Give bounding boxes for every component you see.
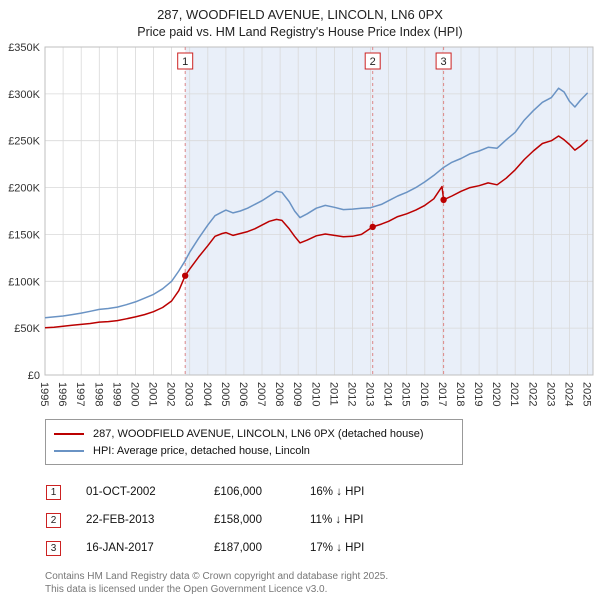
svg-text:2017: 2017 <box>436 382 448 406</box>
transactions-table: 1 01-OCT-2002 £106,000 16% ↓ HPI 2 22-FE… <box>46 478 600 562</box>
svg-text:1997: 1997 <box>74 382 86 406</box>
legend-item-hpi: HPI: Average price, detached house, Linc… <box>54 442 454 459</box>
svg-text:1998: 1998 <box>92 382 104 406</box>
transaction-number-badge: 2 <box>46 512 61 528</box>
svg-text:2010: 2010 <box>309 382 321 406</box>
svg-text:2011: 2011 <box>327 382 339 406</box>
chart-legend: 287, WOODFIELD AVENUE, LINCOLN, LN6 0PX … <box>45 419 463 465</box>
svg-text:2007: 2007 <box>255 382 267 406</box>
svg-text:2003: 2003 <box>183 382 195 406</box>
svg-text:2020: 2020 <box>490 382 502 406</box>
svg-text:1996: 1996 <box>56 382 68 406</box>
transaction-hpi-diff: 16% ↓ HPI <box>310 486 365 498</box>
svg-text:£0: £0 <box>28 370 40 382</box>
transaction-date: 16-JAN-2017 <box>86 542 154 554</box>
svg-text:1999: 1999 <box>110 382 122 406</box>
table-row: 3 16-JAN-2017 £187,000 17% ↓ HPI <box>46 534 600 562</box>
svg-text:£300K: £300K <box>8 89 40 101</box>
svg-text:2005: 2005 <box>219 382 231 406</box>
transaction-number-badge: 1 <box>46 484 61 500</box>
svg-text:2023: 2023 <box>544 382 556 406</box>
svg-text:£350K: £350K <box>8 42 40 54</box>
table-row: 1 01-OCT-2002 £106,000 16% ↓ HPI <box>46 478 600 506</box>
transaction-hpi-diff: 11% ↓ HPI <box>310 514 364 526</box>
svg-text:2000: 2000 <box>128 382 140 406</box>
price-paid-line-swatch <box>54 432 84 435</box>
svg-text:2024: 2024 <box>563 382 575 406</box>
svg-text:£50K: £50K <box>14 323 40 335</box>
svg-text:2009: 2009 <box>291 382 303 406</box>
transaction-price: £106,000 <box>214 486 262 498</box>
transaction-price: £187,000 <box>214 542 262 554</box>
footer-line-1: Contains HM Land Registry data © Crown c… <box>45 571 389 582</box>
transaction-hpi-diff: 17% ↓ HPI <box>310 542 365 554</box>
chart-header: 287, WOODFIELD AVENUE, LINCOLN, LN6 0PX … <box>0 0 600 39</box>
price-history-chart: £0 £50K £100K £150K £200K £250K £300K £350K 1995… <box>8 42 594 406</box>
svg-text:2012: 2012 <box>346 382 358 406</box>
transaction-date: 01-OCT-2002 <box>86 486 156 498</box>
svg-text:2025: 2025 <box>581 382 593 406</box>
svg-text:2013: 2013 <box>364 382 376 406</box>
table-row: 2 22-FEB-2013 £158,000 11% ↓ HPI <box>46 506 600 534</box>
page-subtitle: Price paid vs. HM Land Registry's House … <box>137 25 463 39</box>
hpi-line-swatch <box>54 449 84 452</box>
svg-text:£200K: £200K <box>8 183 40 195</box>
svg-text:2016: 2016 <box>418 382 430 406</box>
svg-text:2006: 2006 <box>237 382 249 406</box>
page-title: 287, WOODFIELD AVENUE, LINCOLN, LN6 0PX <box>157 7 443 22</box>
svg-text:£100K: £100K <box>8 276 40 288</box>
svg-text:2022: 2022 <box>526 382 538 406</box>
svg-text:£150K: £150K <box>8 229 40 241</box>
transaction-price: £158,000 <box>214 514 262 526</box>
legend-label-price-paid: 287, WOODFIELD AVENUE, LINCOLN, LN6 0PX … <box>93 427 424 440</box>
svg-text:2015: 2015 <box>400 382 412 406</box>
svg-text:2: 2 <box>370 56 376 68</box>
svg-text:2008: 2008 <box>273 382 285 406</box>
svg-text:1995: 1995 <box>38 382 50 406</box>
svg-text:2004: 2004 <box>201 382 213 406</box>
svg-text:2002: 2002 <box>165 382 177 406</box>
svg-text:£250K: £250K <box>8 136 40 148</box>
svg-text:1: 1 <box>182 56 188 68</box>
legend-item-price-paid: 287, WOODFIELD AVENUE, LINCOLN, LN6 0PX … <box>54 425 454 442</box>
legend-label-hpi: HPI: Average price, detached house, Linc… <box>93 444 310 457</box>
svg-text:3: 3 <box>441 56 447 68</box>
svg-text:2021: 2021 <box>508 382 520 406</box>
transaction-date: 22-FEB-2013 <box>86 514 155 526</box>
svg-text:2018: 2018 <box>454 382 466 406</box>
transaction-number-badge: 3 <box>46 540 61 556</box>
svg-text:2001: 2001 <box>147 382 159 406</box>
svg-text:2014: 2014 <box>382 382 394 406</box>
svg-text:2019: 2019 <box>472 382 484 406</box>
license-footer: Contains HM Land Registry data © Crown c… <box>45 570 600 596</box>
